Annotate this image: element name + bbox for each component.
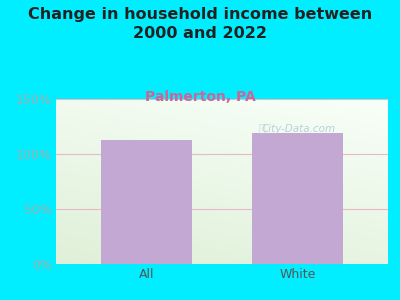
Text: Palmerton, PA: Palmerton, PA bbox=[145, 90, 255, 104]
Bar bbox=[252, 133, 343, 264]
Bar bbox=[101, 140, 192, 264]
Text: Change in household income between
2000 and 2022: Change in household income between 2000 … bbox=[28, 8, 372, 41]
Text: City-Data.com: City-Data.com bbox=[261, 124, 336, 134]
Text: ⧗: ⧗ bbox=[258, 124, 265, 134]
